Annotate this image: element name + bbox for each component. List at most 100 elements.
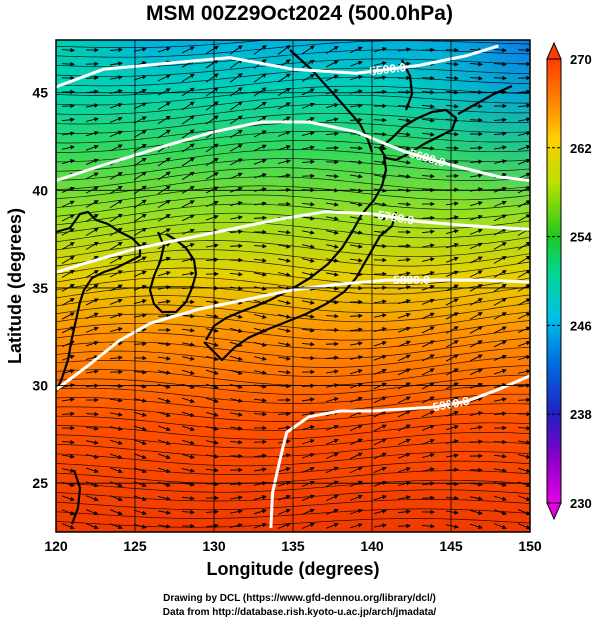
wind-arrow — [517, 241, 530, 250]
wind-arrow — [109, 312, 123, 319]
wind-arrow — [421, 340, 435, 348]
wind-arrow — [229, 481, 243, 487]
wind-arrow — [85, 75, 99, 81]
wind-arrow — [373, 131, 387, 137]
wind-arrow — [253, 313, 267, 319]
wind-arrow — [373, 466, 387, 473]
wind-arrow — [109, 453, 123, 460]
wind-arrow — [253, 398, 267, 403]
height-contour — [56, 210, 530, 274]
japan-kyushu-honshu — [205, 155, 388, 341]
wind-arrow — [421, 215, 435, 221]
wind-arrow — [181, 411, 195, 417]
wind-arrow — [325, 480, 339, 488]
wind-arrow — [85, 495, 99, 502]
wind-arrow — [85, 467, 99, 473]
wind-arrow — [421, 298, 435, 305]
wind-arrow — [445, 61, 459, 67]
wind-arrow — [469, 201, 483, 207]
wind-arrow — [253, 522, 267, 529]
wind-arrow — [469, 76, 483, 81]
wind-arrow — [109, 144, 123, 152]
y-tick-label: 30 — [32, 378, 48, 394]
wind-arrow — [517, 214, 530, 222]
wind-arrow — [109, 270, 123, 278]
wind-arrow — [157, 341, 171, 347]
x-tick-label: 120 — [44, 538, 68, 554]
wind-arrow — [205, 468, 219, 473]
wind-arrow — [517, 495, 530, 502]
wind-arrow — [85, 411, 99, 417]
wind-arrow — [373, 396, 387, 404]
wind-arrow — [133, 256, 147, 264]
wind-arrow — [229, 243, 243, 249]
wind-arrow — [85, 481, 99, 488]
wind-arrow — [397, 410, 411, 418]
wind-arrow — [421, 467, 435, 472]
wind-arrow — [253, 144, 267, 152]
wind-arrow — [397, 368, 411, 376]
wind-arrow — [373, 243, 387, 249]
wind-arrow — [61, 383, 75, 388]
x-tick-label: 135 — [281, 538, 305, 554]
wind-arrow — [85, 103, 99, 108]
wind-arrow — [517, 312, 530, 320]
wind-arrow — [253, 45, 267, 55]
wind-arrow — [445, 354, 459, 362]
wind-arrow — [325, 508, 339, 515]
wind-arrow — [445, 256, 459, 263]
wind-arrow — [445, 243, 459, 249]
wind-arrow — [61, 256, 75, 264]
plot-frame — [55, 39, 531, 533]
wind-arrow — [397, 382, 411, 390]
japan-honshu-south — [203, 211, 398, 362]
y-tick-label: 25 — [32, 475, 48, 491]
wind-arrow — [229, 172, 243, 180]
wind-arrow — [133, 523, 147, 529]
wind-arrow — [253, 495, 267, 501]
wind-arrow — [421, 104, 435, 109]
x-tick-label: 125 — [123, 538, 147, 554]
wind-arrow — [157, 453, 171, 460]
wind-arrow — [469, 214, 483, 221]
wind-arrow — [469, 298, 483, 306]
wind-arrow — [301, 216, 315, 221]
streamline — [56, 432, 530, 449]
wind-arrow — [205, 200, 219, 207]
wind-arrow — [493, 256, 507, 264]
wind-arrow — [445, 104, 459, 109]
wind-arrow — [373, 47, 387, 53]
wind-arrow — [469, 256, 483, 264]
wind-arrow — [181, 46, 195, 54]
wind-arrow — [277, 356, 291, 361]
wind-arrow — [205, 172, 219, 180]
wind-arrow — [517, 454, 530, 459]
wind-arrow — [133, 213, 147, 223]
x-tick-label: 145 — [439, 538, 463, 554]
wind-arrow — [349, 202, 363, 207]
wind-arrow — [373, 495, 387, 501]
wind-arrow — [325, 117, 339, 122]
wind-arrow — [325, 522, 339, 529]
y-axis: 25 30 35 40 45 — [32, 85, 48, 491]
wind-arrow — [325, 202, 339, 207]
wind-arrow — [469, 439, 483, 444]
wind-arrow — [373, 202, 387, 207]
wind-arrow — [205, 45, 219, 55]
wind-arrow — [205, 523, 219, 528]
colorbar-tick-label: 254 — [570, 230, 592, 245]
wind-arrow — [253, 453, 267, 458]
wind-arrow — [445, 368, 459, 376]
streamline — [56, 94, 530, 115]
wind-arrow — [421, 368, 435, 376]
wind-arrow — [373, 410, 387, 418]
wind-arrow — [397, 312, 411, 319]
wind-arrow — [445, 298, 459, 306]
wind-arrow — [517, 255, 530, 264]
wind-arrow — [469, 340, 483, 348]
wind-arrow — [421, 354, 435, 362]
wind-arrow — [157, 510, 171, 515]
wind-arrow — [493, 61, 507, 67]
wind-arrow — [181, 383, 195, 389]
